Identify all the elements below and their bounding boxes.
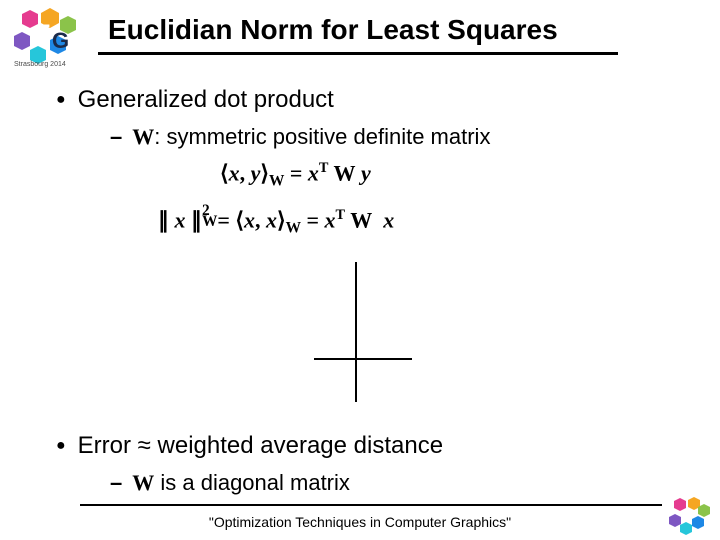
bullet-2: ● Error ≈ weighted average distance (56, 432, 443, 460)
bullet-marker: ● (56, 438, 66, 454)
equation-inner-product: ⟨x, y⟩W = xT W y (220, 160, 371, 191)
footer-rule (80, 504, 662, 506)
subbullet-2-text: W is a diagonal matrix (132, 470, 350, 496)
bullet-1-text: Generalized dot product (78, 86, 334, 114)
w-symbol: W (132, 124, 154, 149)
equation-norm: ∥ x ∥2W= ⟨x, x⟩W = xT W x (158, 206, 394, 238)
axes-figure (300, 262, 420, 402)
title-underline (98, 52, 618, 55)
w-symbol: W (132, 470, 154, 495)
slide-title: Euclidian Norm for Least Squares (108, 14, 558, 46)
axis-horizontal (314, 358, 412, 360)
svg-text:E: E (36, 20, 51, 45)
bullet-1: ● Generalized dot product (56, 86, 334, 114)
subbullet-1: – W: symmetric positive definite matrix (110, 124, 490, 150)
svg-text:G: G (52, 28, 69, 53)
footer-text: "Optimization Techniques in Computer Gra… (0, 514, 720, 530)
subbullet-1-text: W: symmetric positive definite matrix (132, 124, 490, 150)
eg-logo: E G Strasbourg 2014 (8, 6, 92, 68)
dash-marker: – (110, 124, 122, 150)
bullet-marker: ● (56, 92, 66, 108)
subbullet-2: – W is a diagonal matrix (110, 470, 350, 496)
bullet-2-text: Error ≈ weighted average distance (78, 432, 443, 460)
svg-text:Strasbourg 2014: Strasbourg 2014 (14, 61, 66, 68)
slide: E G Strasbourg 2014 Euclidian Norm for L… (0, 0, 720, 540)
dash-marker: – (110, 470, 122, 496)
axis-vertical (355, 262, 357, 402)
